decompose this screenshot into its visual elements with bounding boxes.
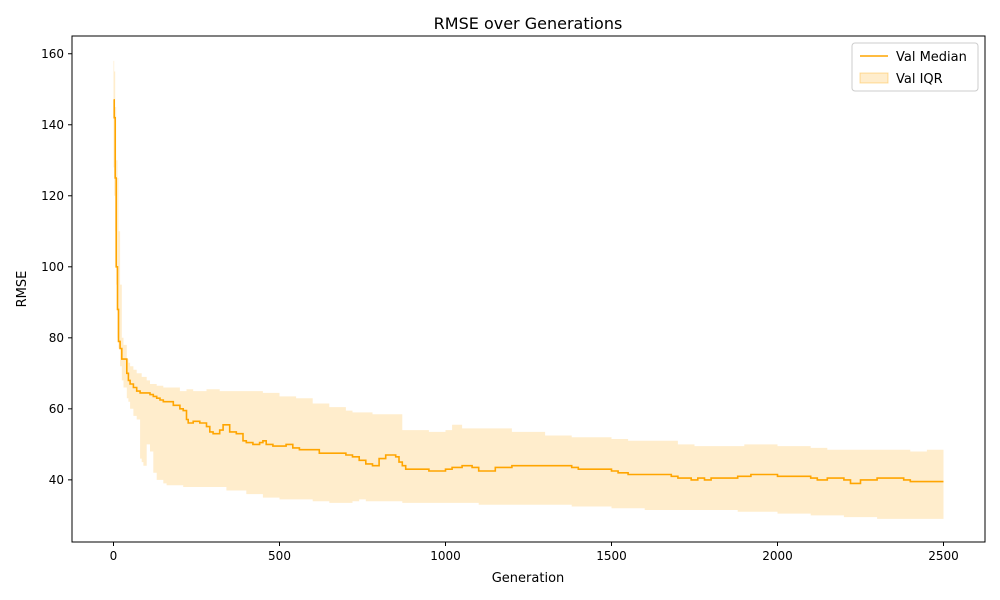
iqr-band <box>113 60 944 519</box>
plot-area <box>113 60 944 519</box>
y-tick-label: 160 <box>41 47 64 61</box>
x-tick-label: 1500 <box>596 549 627 563</box>
x-axis: 0 500 1000 1500 2000 2500 <box>110 542 959 563</box>
x-tick-label: 0 <box>110 549 118 563</box>
y-tick-label: 80 <box>49 331 64 345</box>
chart-title: RMSE over Generations <box>434 14 623 33</box>
y-tick-label: 60 <box>49 402 64 416</box>
legend: Val Median Val IQR <box>851 42 979 92</box>
median-line <box>113 99 944 485</box>
x-axis-label: Generation <box>492 571 565 586</box>
legend-band-swatch <box>859 72 889 84</box>
y-tick-label: 100 <box>41 260 64 274</box>
legend-label-iqr: Val IQR <box>896 72 943 87</box>
legend-box <box>851 42 979 92</box>
y-tick-label: 140 <box>41 118 64 132</box>
x-tick-label: 500 <box>268 549 291 563</box>
legend-label-median: Val Median <box>896 50 967 65</box>
y-axis-label: RMSE <box>15 271 30 308</box>
y-tick-label: 40 <box>49 473 64 487</box>
x-tick-label: 2500 <box>928 549 959 563</box>
plot-frame <box>71 35 986 543</box>
x-tick-label: 2000 <box>762 549 793 563</box>
x-tick-label: 1000 <box>430 549 461 563</box>
y-axis: 40 60 80 100 120 140 160 <box>41 47 72 487</box>
y-tick-label: 120 <box>41 189 64 203</box>
